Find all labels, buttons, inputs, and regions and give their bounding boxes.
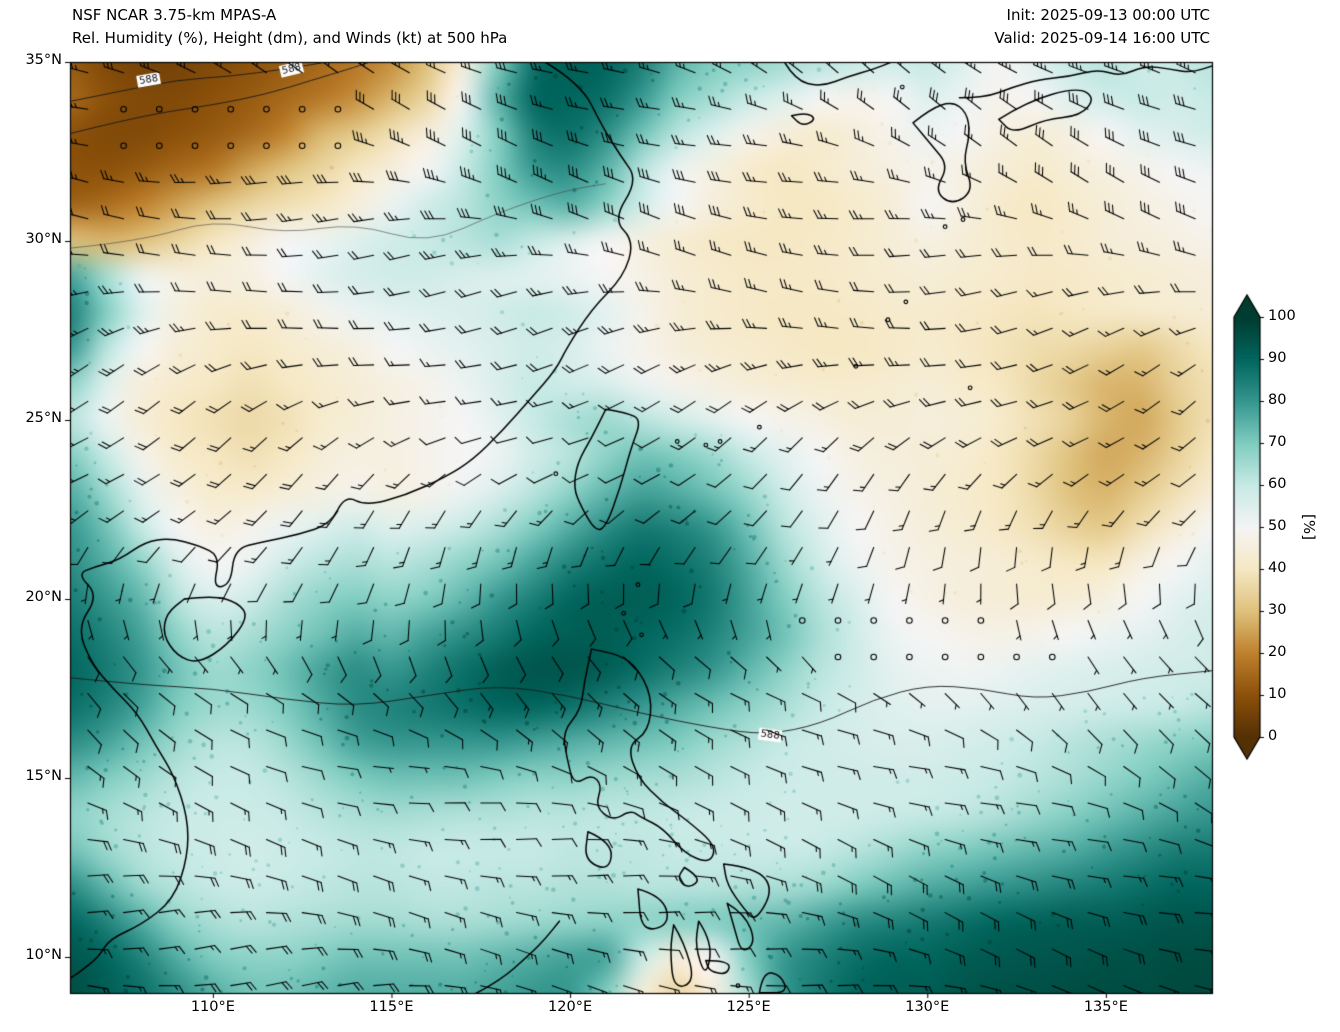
colorbar-tick-label: 100 xyxy=(1268,307,1296,324)
lon-tick-label: 120°E xyxy=(548,999,593,1015)
colorbar-tick-label: 0 xyxy=(1268,727,1278,744)
lat-tick-label: 10°N xyxy=(25,947,62,963)
lon-tick-label: 110°E xyxy=(190,999,235,1015)
map-canvas xyxy=(58,56,1220,1006)
lat-tick-label: 35°N xyxy=(25,52,62,68)
lon-tick-label: 115°E xyxy=(369,999,414,1015)
lat-tick-label: 25°N xyxy=(25,410,62,426)
valid-time: Valid: 2025-09-14 16:00 UTC xyxy=(994,29,1210,47)
colorbar-tick-label: 10 xyxy=(1268,685,1287,702)
lat-tick-label: 30°N xyxy=(25,231,62,247)
model-title: NSF NCAR 3.75-km MPAS-A xyxy=(72,6,277,24)
plot-subtitle: Rel. Humidity (%), Height (dm), and Wind… xyxy=(72,29,508,47)
colorbar-tick-label: 80 xyxy=(1268,391,1287,408)
colorbar-tick-label: 70 xyxy=(1268,433,1287,450)
colorbar-tick-label: 30 xyxy=(1268,601,1287,618)
lon-tick-label: 125°E xyxy=(726,999,771,1015)
colorbar-tick-label: 50 xyxy=(1268,517,1287,534)
colorbar xyxy=(1226,291,1336,771)
colorbar-tick-label: 20 xyxy=(1268,643,1287,660)
init-time: Init: 2025-09-13 00:00 UTC xyxy=(1006,6,1210,24)
colorbar-tick-label: 40 xyxy=(1268,559,1287,576)
colorbar-tick-label: 60 xyxy=(1268,475,1287,492)
colorbar-unit-label: [%] xyxy=(1299,514,1318,540)
lat-tick-label: 15°N xyxy=(25,768,62,784)
lat-tick-label: 20°N xyxy=(25,589,62,605)
colorbar-tick-label: 90 xyxy=(1268,349,1287,366)
lon-tick-label: 130°E xyxy=(905,999,950,1015)
lon-tick-label: 135°E xyxy=(1083,999,1128,1015)
